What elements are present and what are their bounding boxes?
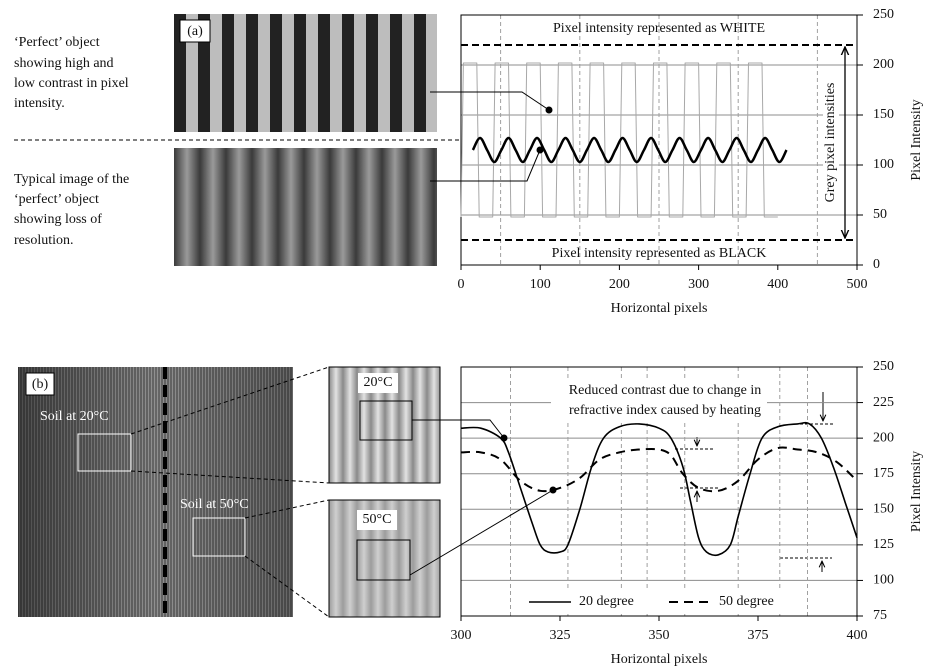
threshold-label: Pixel intensity represented as BLACK (552, 246, 767, 261)
legend-label: 50 degree (719, 594, 774, 609)
region-box (192, 517, 246, 557)
annotation: refractive index caused by heating (569, 403, 761, 418)
panel-label-box (179, 19, 211, 43)
x-axis-label: Horizontal pixels (611, 301, 708, 316)
soil-shading (18, 367, 293, 617)
bracket-label: Grey pixel intensities (823, 83, 838, 203)
x-tick-label: 375 (748, 628, 769, 643)
callout-dot (545, 106, 553, 114)
y-tick-label: 200 (873, 430, 894, 445)
x-tick-label: 300 (688, 277, 709, 292)
callout-dot (549, 486, 557, 494)
callout (412, 419, 505, 439)
x-tick-label: 400 (847, 628, 868, 643)
zoom-lines (130, 366, 330, 618)
x-tick-label: 325 (550, 628, 571, 643)
caption: ‘Perfect’ object (14, 35, 100, 50)
y-tick-label: 200 (873, 57, 894, 72)
x-tick-label: 0 (458, 277, 465, 292)
callout (430, 149, 541, 182)
y-tick-label: 0 (873, 257, 880, 272)
caption: showing loss of (14, 212, 102, 227)
y-tick-label: 150 (873, 107, 894, 122)
y-tick-label: 250 (873, 359, 894, 374)
y-axis-label: Pixel Intensity (909, 451, 924, 532)
y-tick-label: 150 (873, 502, 894, 517)
caption: showing high and (14, 56, 114, 71)
y-tick-label: 75 (873, 608, 887, 623)
y-tick-label: 125 (873, 537, 894, 552)
region-box (356, 539, 411, 581)
chart: 75 100 125 150 175 200 225 250 300 325 350 375 400 Ho… (409, 359, 924, 667)
caption: resolution. (14, 233, 74, 248)
image-label: 20°C (364, 375, 393, 390)
annotation: Reduced contrast due to change in (569, 383, 761, 398)
x-tick-label: 500 (847, 277, 868, 292)
plot-frame (460, 14, 858, 266)
caption: intensity. (14, 96, 65, 111)
y-tick-label: 250 (873, 7, 894, 22)
panel-label: (a) (187, 24, 203, 39)
x-tick-label: 400 (767, 277, 788, 292)
blurred-object-image (174, 148, 437, 266)
x-axis-label: Horizontal pixels (611, 652, 708, 667)
line-series (471, 136, 788, 164)
caption: ‘perfect’ object (14, 192, 99, 207)
panel-label: (b) (32, 377, 49, 392)
caption: low contrast in pixel (14, 76, 129, 91)
label-box (358, 373, 398, 393)
line-series (460, 62, 778, 218)
region-box (77, 433, 132, 472)
label-box (357, 510, 397, 530)
annotation-bg (551, 381, 767, 401)
legend-label: 20 degree (579, 594, 634, 609)
y-tick-label: 100 (873, 157, 894, 172)
annotation-bg (551, 401, 767, 421)
y-tick-label: 175 (873, 466, 894, 481)
image-label: 50°C (363, 512, 392, 527)
perfect-object-image (174, 14, 437, 132)
contrast-arrows (675, 392, 835, 572)
image-label: Soil at 20°C (40, 409, 109, 424)
line-series (460, 446, 858, 493)
x-tick-label: 100 (530, 277, 551, 292)
chart: 0 50 100 150 200 250 0 100 200 300 400 500 Horizonta… (430, 7, 924, 316)
y-tick-label: 50 (873, 207, 887, 222)
x-tick-label: 200 (609, 277, 630, 292)
callout (409, 489, 554, 576)
callout (430, 91, 550, 111)
bracket-label-bg (823, 74, 839, 211)
y-tick-label: 100 (873, 573, 894, 588)
threshold-label: Pixel intensity represented as WHITE (553, 21, 765, 36)
y-tick-label: 225 (873, 395, 894, 410)
callout-dot (500, 434, 508, 442)
y-axis-label: Pixel Intensity (909, 99, 924, 180)
caption: Typical image of the (14, 172, 129, 187)
image-label: Soil at 50°C (180, 497, 249, 512)
line-series (460, 421, 858, 557)
panel-label-box (25, 372, 55, 396)
x-tick-label: 350 (649, 628, 670, 643)
x-tick-label: 300 (451, 628, 472, 643)
callout-dot (536, 146, 544, 154)
